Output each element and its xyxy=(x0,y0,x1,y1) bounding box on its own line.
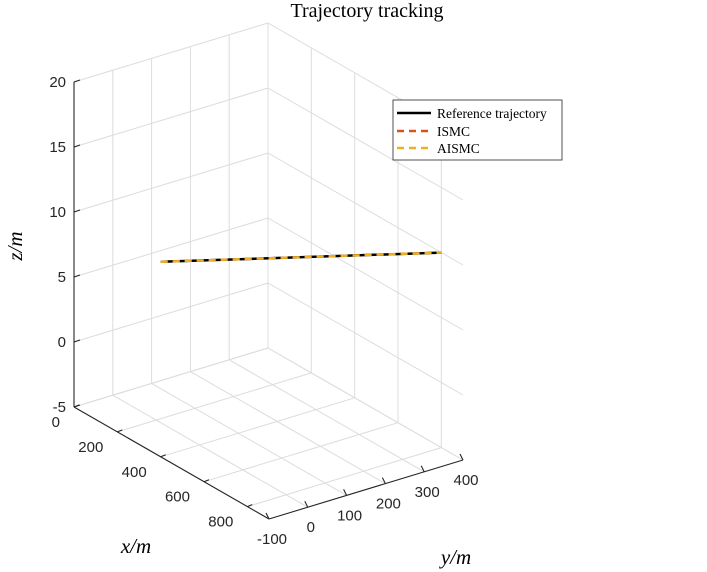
x-axis-label: x/m xyxy=(120,534,151,558)
y-tick-label: 200 xyxy=(376,496,401,513)
legend-label-ismc: ISMC xyxy=(437,124,470,139)
y-tick-label: 100 xyxy=(337,507,362,524)
legend-label-aismc: AISMC xyxy=(437,141,480,156)
x-tick-label: 800 xyxy=(208,514,233,531)
grid-line xyxy=(117,372,312,433)
grid-line xyxy=(73,152,269,213)
x-tick-mark xyxy=(160,454,166,458)
z-tick-mark xyxy=(73,79,81,83)
z-tick-label: 0 xyxy=(58,334,66,351)
grid-line xyxy=(228,359,425,473)
legend: Reference trajectory ISMC AISMC xyxy=(392,99,563,161)
chart-title: Trajectory tracking xyxy=(290,0,443,22)
grid-line xyxy=(112,394,309,508)
y-tick-mark xyxy=(265,512,270,520)
x-tick-label: 400 xyxy=(122,464,147,481)
z-tick-mark xyxy=(73,144,81,148)
grid-line xyxy=(267,217,464,331)
x-tick-mark xyxy=(247,504,253,508)
grid-line xyxy=(267,152,464,266)
series-line-2 xyxy=(160,251,442,263)
x-tick-label: 200 xyxy=(78,439,103,456)
x-axis-line xyxy=(73,406,270,520)
y-tick-mark xyxy=(304,500,309,508)
y-tick-label: 300 xyxy=(415,484,440,501)
z-tick-mark xyxy=(73,339,81,343)
grid-line xyxy=(267,347,464,461)
z-tick-label: 20 xyxy=(49,74,66,91)
grid-line xyxy=(73,217,269,278)
y-tick-mark xyxy=(343,489,348,496)
grid-line xyxy=(151,382,347,496)
z-tick-label: 5 xyxy=(58,269,66,286)
grid-line xyxy=(73,87,269,148)
grid-line xyxy=(160,397,355,458)
grid-lines xyxy=(73,22,464,520)
z-tick-label: 10 xyxy=(49,204,66,221)
z-tick-mark xyxy=(73,209,81,213)
y-tick-label: 0 xyxy=(307,519,315,536)
y-tick-mark xyxy=(459,453,464,461)
y-axis-label: y/m xyxy=(439,545,471,569)
y-tick-label: -100 xyxy=(257,531,287,548)
x-tick-label: 0 xyxy=(52,414,60,431)
x-tick-mark xyxy=(73,404,80,408)
grid-line xyxy=(73,22,269,83)
z-tick-label: 15 xyxy=(49,139,66,156)
grid-line xyxy=(203,422,399,483)
x-tick-mark xyxy=(117,429,123,433)
series-lines xyxy=(160,251,442,264)
axes-box xyxy=(73,79,464,520)
y-tick-label: 400 xyxy=(453,472,478,489)
x-tick-mark xyxy=(203,479,210,483)
grid-line xyxy=(267,282,464,396)
z-axis-label: z/m xyxy=(3,231,27,261)
y-tick-mark xyxy=(381,477,386,484)
grid-line xyxy=(267,87,464,201)
z-tick-mark xyxy=(73,274,81,278)
grid-line xyxy=(247,447,442,508)
grid-line xyxy=(190,371,386,485)
grid-line xyxy=(73,282,269,343)
z-tick-label: -5 xyxy=(53,399,66,416)
x-tick-label: 600 xyxy=(165,489,190,506)
y-axis-line xyxy=(268,459,464,520)
grid-line xyxy=(73,347,269,408)
legend-label-reference: Reference trajectory xyxy=(437,106,547,121)
y-tick-mark xyxy=(420,465,425,473)
